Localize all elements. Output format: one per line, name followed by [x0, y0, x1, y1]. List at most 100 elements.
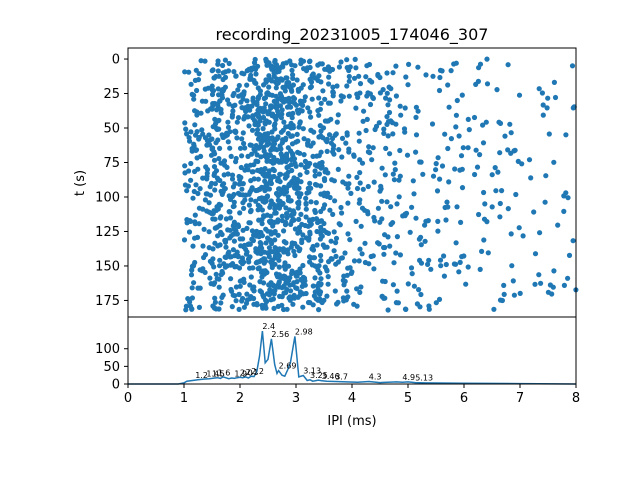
raster-point [262, 268, 268, 274]
raster-point [347, 237, 353, 243]
raster-point [384, 199, 390, 205]
raster-point [230, 247, 236, 253]
raster-point [261, 82, 267, 88]
raster-point [212, 295, 218, 301]
raster-point [519, 161, 525, 167]
raster-point [285, 251, 291, 257]
raster-point [430, 73, 436, 79]
raster-point [263, 240, 269, 246]
raster-point [393, 250, 399, 256]
raster-point [497, 214, 503, 220]
raster-point [565, 275, 571, 281]
raster-point [182, 120, 188, 126]
raster-point [228, 153, 234, 159]
raster-y-tick-label: 125 [95, 225, 120, 240]
raster-point [220, 70, 226, 76]
raster-point [379, 165, 385, 171]
raster-point [354, 91, 360, 97]
raster-point [297, 246, 303, 252]
raster-point [279, 294, 285, 300]
raster-point [348, 190, 354, 196]
raster-point [438, 263, 444, 269]
raster-point [246, 241, 252, 247]
raster-point [308, 199, 314, 205]
raster-point [218, 300, 224, 306]
raster-point [437, 74, 443, 81]
raster-point [247, 282, 253, 288]
raster-point [516, 92, 523, 98]
raster-point [278, 275, 285, 281]
raster-point [249, 185, 255, 191]
raster-point [210, 246, 216, 252]
raster-point [264, 142, 270, 148]
raster-point [358, 284, 364, 290]
raster-point [249, 228, 255, 234]
raster-point [397, 103, 403, 109]
raster-point [335, 166, 341, 172]
raster-point [255, 250, 261, 256]
raster-point [289, 270, 295, 277]
raster-point [211, 75, 217, 81]
raster-point [492, 165, 498, 171]
raster-point [565, 195, 571, 201]
raster-point [465, 116, 471, 122]
raster-point [272, 261, 278, 267]
raster-point [413, 104, 419, 110]
raster-y-tick-label: 25 [103, 87, 120, 102]
raster-point [240, 236, 246, 242]
raster-point [250, 115, 256, 121]
histogram-y-tick-label: 0 [112, 378, 120, 393]
histogram-x-tick-label: 4 [348, 391, 356, 406]
raster-point [283, 124, 289, 130]
raster-point [277, 179, 283, 185]
raster-point [306, 189, 312, 195]
raster-point [383, 95, 389, 101]
raster-point [457, 259, 463, 265]
raster-point [422, 238, 428, 244]
raster-point [310, 140, 316, 146]
raster-point [188, 272, 195, 278]
raster-point [246, 191, 252, 197]
raster-point [375, 205, 381, 211]
raster-point [215, 176, 221, 183]
raster-point [499, 297, 505, 304]
raster-point [528, 175, 534, 181]
raster-point [263, 101, 269, 107]
raster-point [302, 222, 308, 229]
raster-point [315, 62, 321, 68]
raster-point [319, 61, 325, 67]
raster-point [186, 135, 192, 141]
raster-point [540, 102, 546, 108]
raster-point [411, 283, 417, 289]
ipi-peak-label: 1.9 [234, 369, 247, 378]
raster-point [212, 181, 218, 187]
raster-point [211, 157, 218, 163]
raster-title: recording_20231005_174046_307 [216, 25, 489, 45]
raster-point [300, 232, 306, 238]
raster-point [334, 83, 340, 89]
raster-point [268, 280, 274, 286]
raster-point [357, 180, 363, 186]
raster-point [272, 253, 278, 259]
raster-point [433, 167, 439, 173]
raster-point [212, 299, 218, 305]
raster-point [209, 146, 215, 152]
raster-point [222, 237, 228, 244]
raster-point [272, 121, 278, 127]
raster-point [212, 187, 218, 193]
raster-point [241, 279, 247, 285]
raster-point [257, 279, 263, 285]
ipi-histogram-line [128, 331, 577, 385]
raster-point [472, 171, 478, 178]
raster-point [409, 271, 415, 277]
raster-point [281, 191, 287, 197]
raster-point [362, 207, 368, 213]
raster-point [236, 82, 242, 89]
raster-point [189, 146, 195, 152]
raster-point [306, 254, 313, 260]
raster-point [260, 126, 266, 132]
raster-point [422, 222, 428, 228]
raster-point [230, 92, 236, 99]
raster-point [245, 103, 251, 109]
raster-point [318, 79, 324, 85]
